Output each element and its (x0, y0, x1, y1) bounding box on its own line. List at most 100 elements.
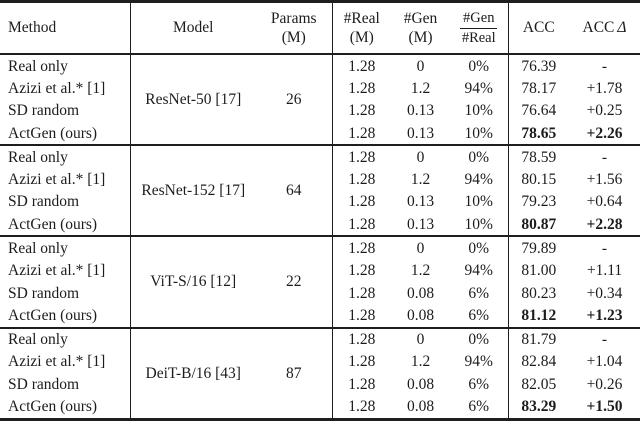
cell-gen-real-ratio: 10% (450, 99, 509, 122)
table-row: Azizi et al.* [1] 1.28 1.2 94% 82.84 +1.04 (0, 350, 640, 374)
table-row: Azizi et al.* [1] 1.28 1.2 94% 80.15 +1.56 (0, 168, 640, 191)
cell-method: ActGen (ours) (0, 304, 131, 328)
table-row: ActGen (ours) 1.28 0.08 6% 83.29 +1.50 (0, 395, 640, 420)
cell-params: 22 (256, 236, 333, 328)
cell-acc-delta: - (601, 240, 608, 257)
cell-model: DeiT-B/16 [43] (145, 364, 241, 382)
cell-acc: 80.15 (521, 171, 557, 189)
header-acc-delta-text: ACC (582, 19, 615, 37)
cell-method: ActGen (ours) (0, 213, 131, 237)
cell-num-real: 1.28 (348, 102, 376, 120)
cell-acc: 78.17 (521, 79, 557, 97)
cell-acc-delta: - (601, 57, 608, 75)
cell-gen-real-ratio: 6% (450, 373, 509, 396)
cell-num-real: 1.28 (348, 171, 376, 189)
cell-acc-delta: +1.11 (586, 262, 623, 280)
cell-num-real: 1.28 (348, 79, 376, 97)
table-row: ActGen (ours) 1.28 0.13 10% 80.87 +2.28 (0, 213, 640, 237)
cell-method: ActGen (ours) (0, 395, 131, 420)
header-num-gen-line2: (M) (408, 29, 433, 46)
cell-gen-real-ratio: 94% (450, 77, 509, 100)
cell-acc: 79.23 (521, 193, 557, 211)
cell-acc: 78.59 (521, 148, 557, 166)
cell-num-real: 1.28 (348, 148, 376, 166)
cell-gen-real-ratio: 0% (450, 54, 509, 78)
cell-acc: 80.23 (521, 284, 557, 302)
cell-num-gen: 0.08 (406, 306, 435, 324)
header-params-line1: Params (270, 9, 317, 27)
cell-acc-delta: +0.26 (586, 375, 623, 393)
table-row: Azizi et al.* [1] 1.28 1.2 94% 81.00 +1.11 (0, 259, 640, 282)
cell-num-gen: 0.13 (406, 215, 435, 233)
cell-num-real: 1.28 (348, 398, 376, 416)
cell-acc-delta: +0.64 (586, 193, 623, 211)
cell-num-gen: 1.2 (410, 353, 431, 371)
cell-num-gen: 0.13 (406, 102, 435, 120)
cell-acc-delta: - (601, 148, 608, 166)
cell-num-real: 1.28 (348, 124, 376, 142)
cell-num-gen: 0 (416, 240, 425, 257)
cell-acc-delta: - (601, 331, 608, 349)
cell-num-gen: 1.2 (410, 262, 431, 280)
cell-acc: 83.29 (521, 398, 557, 416)
cell-num-real: 1.28 (348, 353, 376, 371)
cell-method: SD random (0, 99, 131, 122)
delta-symbol: Δ (617, 19, 627, 37)
cell-num-real: 1.28 (348, 262, 376, 280)
cell-gen-real-ratio: 94% (450, 168, 509, 191)
cell-params: 87 (256, 327, 333, 420)
cell-method: Azizi et al.* [1] (0, 77, 131, 100)
cell-acc-delta: +1.50 (586, 398, 623, 416)
table-row: Azizi et al.* [1] 1.28 1.2 94% 78.17 +1.78 (0, 77, 640, 100)
cell-method: Real only (0, 145, 131, 169)
cell-num-gen: 0 (416, 148, 425, 166)
cell-params: 64 (256, 145, 333, 237)
table-row: Real only ResNet-50 [17] 26 1.28 0 0% 76.39 - (0, 54, 640, 146)
cell-acc-delta: +2.28 (586, 215, 623, 233)
cell-acc-delta: +2.26 (586, 124, 623, 142)
table-header: Method Model Params (M) #Real (M) #Gen (… (0, 1, 640, 55)
fraction-numerator: #Gen (460, 10, 498, 29)
gen-real-fraction: #Gen #Real (460, 10, 498, 46)
cell-gen-real-ratio: 10% (450, 213, 509, 237)
cell-method: Azizi et al.* [1] (0, 350, 131, 374)
cell-num-real: 1.28 (348, 306, 376, 324)
header-model: Model (173, 19, 214, 37)
cell-num-real: 1.28 (348, 193, 376, 211)
cell-acc-delta: +1.56 (586, 171, 623, 189)
header-method: Method (0, 1, 131, 54)
header-num-gen-line1: #Gen (403, 9, 438, 27)
table-row: SD random 1.28 0.08 6% 80.23 +0.34 (0, 281, 640, 305)
cell-gen-real-ratio: 10% (450, 190, 509, 214)
cell-gen-real-ratio: 6% (450, 281, 509, 305)
cell-model: ViT-S/16 [12] (150, 273, 237, 291)
cell-acc: 79.89 (521, 240, 557, 257)
cell-acc: 81.00 (521, 262, 557, 280)
cell-gen-real-ratio: 6% (450, 395, 509, 420)
header-acc: ACC (522, 19, 555, 37)
cell-num-gen: 0 (416, 57, 425, 75)
header-params: Params (M) (256, 1, 333, 54)
cell-method: SD random (0, 281, 131, 305)
table-row: Real only DeiT-B/16 [43] 87 1.28 0 0% 81.79 - (0, 327, 640, 420)
header-num-real-line2: (M) (349, 29, 374, 46)
cell-num-real: 1.28 (348, 331, 376, 349)
cell-acc-delta: +1.23 (586, 306, 623, 324)
cell-gen-real-ratio: 0% (450, 236, 509, 260)
cell-acc-delta: +0.25 (586, 102, 623, 120)
cell-num-gen: 0.13 (406, 193, 435, 211)
cell-acc: 81.12 (521, 306, 557, 324)
cell-method: ActGen (ours) (0, 121, 131, 146)
fraction-denominator: #Real (461, 29, 496, 46)
cell-gen-real-ratio: 0% (450, 145, 509, 169)
table-row: SD random 1.28 0.13 10% 76.64 +0.25 (0, 99, 640, 122)
cell-acc: 82.05 (521, 375, 557, 393)
cell-method: SD random (0, 373, 131, 396)
header-params-line2: (M) (281, 29, 306, 46)
cell-method: Real only (0, 54, 131, 78)
header-num-real-line1: #Real (343, 9, 380, 27)
cell-num-gen: 0 (416, 331, 425, 349)
cell-num-real: 1.28 (348, 215, 376, 233)
cell-acc: 81.79 (521, 331, 557, 349)
header-num-real: #Real (M) (332, 2, 391, 55)
